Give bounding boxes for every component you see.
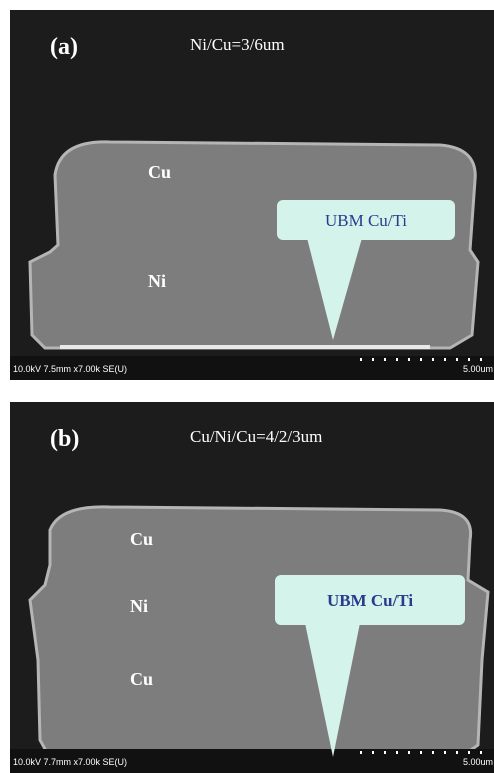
ubm-foot [60, 345, 430, 349]
panel-spec: Ni/Cu=3/6um [190, 35, 285, 54]
panel-label: (b) [50, 426, 79, 452]
scale-label: 5.00um [463, 757, 493, 767]
scale-tick [384, 358, 386, 361]
scale-tick [408, 358, 410, 361]
layer-label: Ni [148, 271, 166, 291]
scale-tick [432, 358, 434, 361]
scale-tick [468, 751, 470, 754]
bump-cross-section [30, 142, 478, 348]
scale-tick [372, 358, 374, 361]
scale-tick [384, 751, 386, 754]
scale-tick [456, 751, 458, 754]
scale-tick [372, 751, 374, 754]
panel-spec: Cu/Ni/Cu=4/2/3um [190, 427, 322, 446]
bump-cross-section [30, 507, 488, 758]
scale-tick [444, 358, 446, 361]
layer-label: Cu [148, 162, 171, 182]
scale-tick [420, 751, 422, 754]
callout-text: UBM Cu/Ti [327, 591, 413, 610]
scale-tick [480, 751, 482, 754]
scale-tick [360, 358, 362, 361]
scale-tick [468, 358, 470, 361]
panel-label: (a) [50, 34, 78, 60]
scale-tick [396, 751, 398, 754]
instrument-info: 10.0kV 7.7mm x7.00k SE(U) [13, 757, 127, 767]
layer-label: Ni [130, 596, 148, 616]
scale-tick [408, 751, 410, 754]
scale-tick [396, 358, 398, 361]
scale-label: 5.00um [463, 364, 493, 374]
instrument-info: 10.0kV 7.5mm x7.00k SE(U) [13, 364, 127, 374]
scale-tick [480, 358, 482, 361]
scale-tick [360, 751, 362, 754]
scale-tick [456, 358, 458, 361]
layer-label: Cu [130, 529, 153, 549]
callout-text: UBM Cu/Ti [325, 211, 407, 230]
scale-tick [420, 358, 422, 361]
scale-tick [444, 751, 446, 754]
figure: (a) Ni/Cu=3/6um Cu Ni UBM Cu/Ti 10.0kV 7.5mm … [0, 0, 494, 773]
scale-tick [432, 751, 434, 754]
layer-label: Cu [130, 669, 153, 689]
sem-panel: (b) Cu/Ni/Cu=4/2/3um Cu Ni Cu UBM Cu/Ti 10.0kV… [10, 402, 494, 773]
sem-panel: (a) Ni/Cu=3/6um Cu Ni UBM Cu/Ti 10.0kV 7.5mm … [10, 10, 494, 380]
